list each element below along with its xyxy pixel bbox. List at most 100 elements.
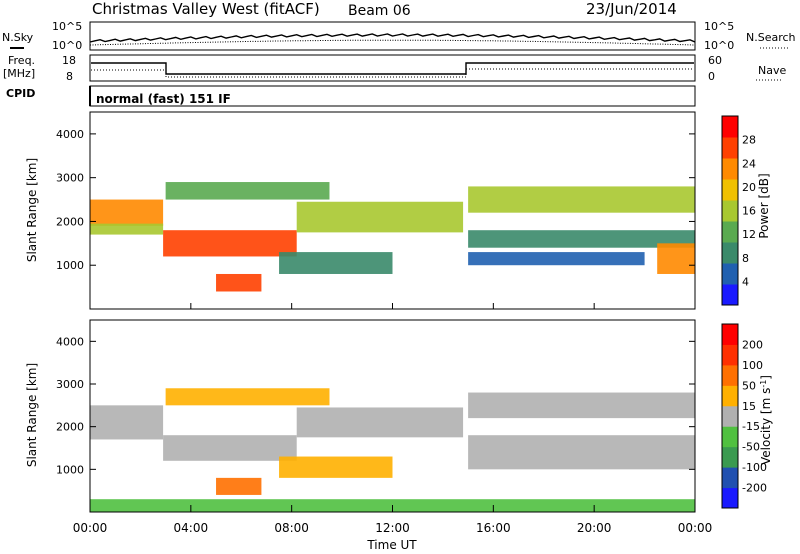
colorbar-swatch <box>722 284 738 306</box>
velocity-colorbar-label: Velocity [m s-1] <box>759 375 773 465</box>
nave-tick-bottom: 0 <box>708 70 715 83</box>
colorbar-swatch <box>722 364 738 386</box>
colorbar-tick-label: 12 <box>742 228 756 241</box>
y-tick-label: 3000 <box>56 172 84 185</box>
scatter-band <box>90 405 164 440</box>
sky-right-label: N.Search <box>746 31 796 44</box>
cpid-label: CPID <box>6 87 35 100</box>
y-tick-label: 1000 <box>56 463 84 476</box>
x-tick-label: 16:00 <box>476 521 511 535</box>
colorbar-swatch <box>722 487 738 509</box>
y-tick-label: 3000 <box>56 378 84 391</box>
sky-left-tick-bottom: 10^0 <box>52 39 82 52</box>
scatter-band <box>165 182 330 200</box>
colorbar-tick-label: -50 <box>742 441 760 454</box>
velocity-colorbar: 200 100 50 15 -15 -50 -100 -200 <box>721 323 767 509</box>
colorbar-tick-label: 200 <box>742 338 763 351</box>
velocity-panel: 1000 2000 3000 4000 Slant Range [km] 200 100… <box>25 303 773 552</box>
colorbar-tick-label: -15 <box>742 420 760 433</box>
power-y-axis: 1000 2000 3000 4000 <box>56 128 695 272</box>
x-tick-label: 12:00 <box>375 521 410 535</box>
scatter-band <box>165 388 330 406</box>
colorbar-tick-label: -100 <box>742 461 767 474</box>
colorbar-swatch <box>722 467 738 489</box>
colorbar-frame <box>721 323 739 509</box>
scatter-band <box>163 230 297 257</box>
x-tick-label: 08:00 <box>274 521 309 535</box>
colorbar-tick-label: -200 <box>742 482 767 495</box>
colorbar-swatch <box>722 344 738 366</box>
scatter-band <box>468 435 695 470</box>
freq-panel-frame <box>89 54 696 82</box>
cpid-value: normal (fast) 151 IF <box>96 92 231 106</box>
freq-trace <box>91 62 694 75</box>
power-colorbar-label: Power [dB] <box>757 173 771 238</box>
velocity-y-axis: 1000 2000 3000 4000 <box>56 335 695 476</box>
y-tick-label: 2000 <box>56 421 84 434</box>
date-label: 23/Jun/2014 <box>586 0 677 18</box>
y-tick-label: 4000 <box>56 128 84 141</box>
colorbar-tick-label: 20 <box>742 181 756 194</box>
colorbar-swatch <box>722 385 738 407</box>
scatter-band <box>279 456 393 478</box>
x-tick-label: 04:00 <box>174 521 209 535</box>
scatter-band <box>90 223 164 235</box>
scatter-band <box>216 273 262 292</box>
freq-panel: Freq. [MHz] 18 8 60 0 Nave <box>3 54 786 83</box>
sky-noise-trace <box>89 33 696 43</box>
y-tick-label: 2000 <box>56 215 84 228</box>
time-x-axis: 00:00 04:00 08:00 12:00 16:00 20:00 00:00 <box>73 303 713 535</box>
power-heatmap-cells <box>90 182 695 292</box>
colorbar-tick-label: 4 <box>742 275 749 288</box>
x-tick-label: 00:00 <box>73 521 108 535</box>
colorbar-tick-label: 24 <box>742 157 756 170</box>
freq-label-line1: Freq. <box>8 54 35 67</box>
power-colorbar: 4 8 12 16 20 24 28 <box>721 115 756 306</box>
colorbar-swatch <box>722 405 738 427</box>
x-tick-label: 00:00 <box>678 521 713 535</box>
sky-right-tick-bottom: 10^0 <box>704 39 734 52</box>
nave-trace <box>91 68 694 78</box>
power-ylabel: Slant Range [km] <box>25 158 39 262</box>
freq-label-line2: [MHz] <box>3 67 35 80</box>
power-panel: 1000 2000 3000 4000 Slant Range [km] 4 8 12 16… <box>25 111 771 310</box>
colorbar-swatch <box>722 116 738 138</box>
velocity-heatmap-cells <box>90 388 695 512</box>
colorbar-tick-label: 16 <box>742 205 756 218</box>
colorbar-swatch <box>722 426 738 448</box>
time-xlabel: Time UT <box>366 538 417 552</box>
sky-panel-frame <box>89 21 696 51</box>
colorbar-swatch <box>722 263 738 285</box>
colorbar-swatch <box>722 179 738 201</box>
colorbar-tick-label: 28 <box>742 134 756 147</box>
freq-tick-bottom: 8 <box>66 70 73 83</box>
beam-label: Beam 06 <box>348 3 411 19</box>
colorbar-swatch <box>722 324 738 345</box>
colorbar-tick-label: 15 <box>742 400 756 413</box>
y-tick-label: 1000 <box>56 259 84 272</box>
colorbar-swatch <box>722 200 738 222</box>
search-noise-trace <box>89 39 696 46</box>
colorbar-tick-label: 8 <box>742 252 749 265</box>
scatter-band <box>296 201 464 233</box>
colorbar-swatch <box>722 158 738 180</box>
x-tick-label: 20:00 <box>577 521 612 535</box>
scatter-band <box>468 186 695 213</box>
scatter-band <box>90 199 164 226</box>
colorbar-swatch <box>722 446 738 468</box>
scatter-band <box>216 477 262 495</box>
colorbar-frame <box>721 115 739 306</box>
sky-right-tick-top: 10^5 <box>704 20 734 33</box>
sky-left-tick-top: 10^5 <box>52 20 82 33</box>
scatter-band <box>296 407 464 438</box>
colorbar-swatch <box>722 137 738 159</box>
colorbar-tick-label: 100 <box>742 359 763 372</box>
colorbar-swatch <box>722 221 738 243</box>
velocity-ylabel: Slant Range [km] <box>25 363 39 467</box>
scatter-band <box>163 435 297 461</box>
colorbar-swatch <box>722 242 738 264</box>
scatter-band <box>657 243 695 274</box>
scatter-band <box>468 252 645 266</box>
y-tick-label: 4000 <box>56 335 84 348</box>
